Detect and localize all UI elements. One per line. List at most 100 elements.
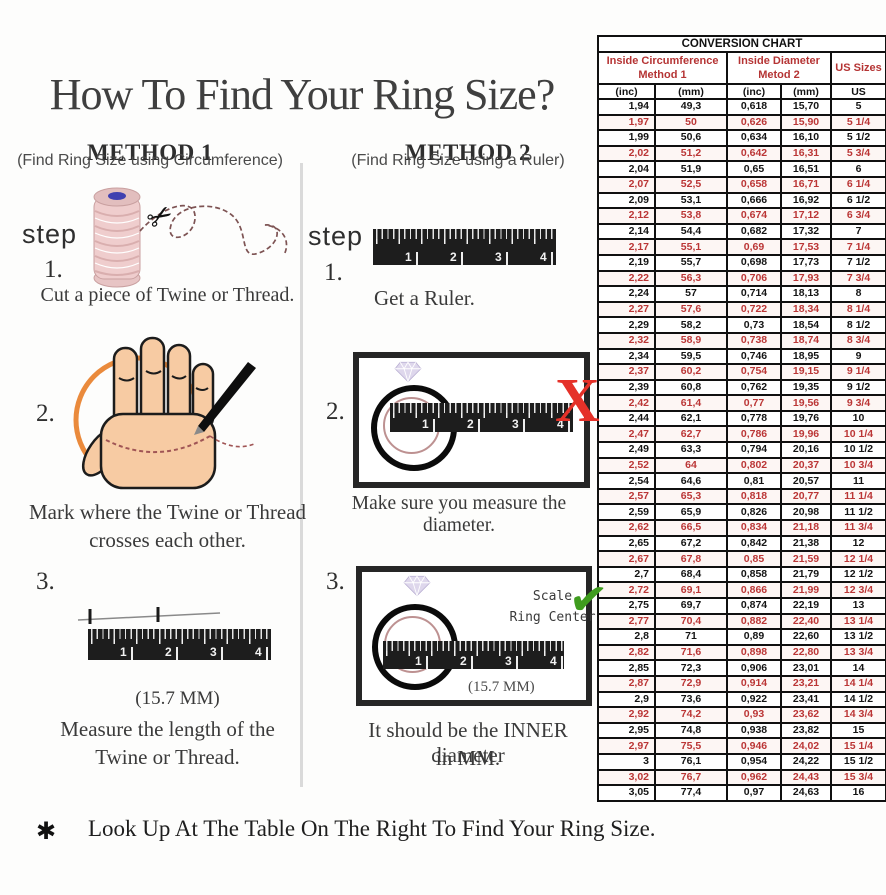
table-cell: 16,51 — [780, 160, 832, 178]
table-cell: 73,6 — [654, 690, 728, 709]
table-cell: 65,3 — [654, 487, 728, 506]
table-cell: 17,32 — [780, 222, 832, 241]
table-cell: 0,882 — [726, 612, 782, 631]
table-row: 2,49 63,3 0,794 20,16 10 1/2 — [597, 441, 886, 459]
ruler-number: 4 — [540, 250, 553, 265]
table-row: 3,02 76,7 0,962 24,43 15 3/4 — [597, 768, 886, 787]
table-row: 2,54 64,6 0,81 20,57 11 — [597, 472, 886, 490]
table-cell: 2,95 — [597, 721, 656, 740]
table-cell: 17,53 — [780, 238, 832, 256]
table-cell: 13 1/4 — [829, 612, 886, 631]
ruler-number: 1 — [120, 645, 133, 660]
table-cell: 2,87 — [597, 674, 656, 693]
table-cell: 14 3/4 — [829, 706, 886, 724]
table-row: 2,39 60,8 0,762 19,35 9 1/2 — [597, 378, 886, 397]
method2-subheading: (Find Ring Size using a Ruler) — [351, 152, 565, 169]
table-cell: 0,754 — [726, 363, 782, 381]
table-cell: 16,71 — [780, 175, 832, 194]
table-cell: 0,794 — [726, 441, 782, 459]
ruler-number: 4 — [255, 645, 268, 660]
table-cell: 8 3/4 — [829, 331, 886, 350]
table-cell: 77,4 — [654, 784, 728, 802]
conversion-table-body: 1,94 49,3 0,618 15,70 5 1,97 50 0,626 15,90 5 1/4… — [597, 98, 886, 802]
table-cell: 60,2 — [654, 363, 728, 381]
table-cell: 22,40 — [780, 612, 832, 631]
conversion-chart: CONVERSION CHART Inside Circumference Me… — [596, 35, 886, 802]
ruler-number: 3 — [512, 417, 525, 432]
table-row: 2,97 75,5 0,946 24,02 15 1/4 — [597, 737, 886, 755]
table-cell: 7 1/2 — [829, 253, 886, 272]
subheader-us: US — [829, 83, 886, 100]
header-line: US Sizes — [835, 61, 882, 74]
table-cell: 0,714 — [726, 285, 782, 303]
table-cell: 1,97 — [597, 113, 656, 132]
table-row: 2,29 58,2 0,73 18,54 8 1/2 — [597, 316, 886, 334]
table-cell: 19,96 — [780, 425, 832, 444]
diamond-icon — [403, 575, 431, 597]
ruler-illustration: 1 2 3 4 — [383, 641, 564, 669]
table-cell: 69,7 — [654, 597, 728, 615]
table-cell: 15,90 — [780, 113, 832, 132]
ruler-illustration: 1 2 3 4 — [373, 229, 556, 265]
table-cell: 0,786 — [726, 425, 782, 444]
table-cell: 23,82 — [780, 721, 832, 740]
table-cell: 74,2 — [654, 706, 728, 724]
table-cell: 12 1/2 — [829, 565, 886, 584]
table-cell: 62,7 — [654, 425, 728, 444]
table-cell: 24,43 — [780, 768, 832, 787]
table-cell: 8 1/4 — [829, 300, 886, 319]
table-cell: 23,01 — [780, 659, 832, 677]
table-cell: 70,4 — [654, 612, 728, 631]
table-cell: 12 1/4 — [829, 550, 886, 568]
table-row: 2,72 69,1 0,866 21,99 12 3/4 — [597, 581, 886, 599]
table-cell: 0,97 — [726, 784, 782, 802]
ruler-number: 2 — [165, 645, 178, 660]
table-cell: 2,49 — [597, 441, 656, 459]
table-cell: 60,8 — [654, 378, 728, 397]
table-row: 1,99 50,6 0,634 16,10 5 1/2 — [597, 129, 886, 147]
table-cell: 5 — [829, 98, 886, 116]
table-cell: 0,922 — [726, 690, 782, 709]
table-cell: 2,47 — [597, 425, 656, 444]
table-cell: 0,954 — [726, 752, 782, 771]
table-row: 3 76,1 0,954 24,22 15 1/2 — [597, 752, 886, 771]
subheader-mm-1: (mm) — [654, 83, 728, 100]
asterisk-icon: ✱ — [36, 818, 57, 845]
table-cell: 13 — [829, 597, 886, 615]
table-row: 2,22 56,3 0,706 17,93 7 3/4 — [597, 269, 886, 288]
method1-step1-caption: Cut a piece of Twine or Thread. — [40, 284, 295, 306]
ruler-illustration: 1 2 3 4 — [88, 629, 271, 660]
table-cell: 7 3/4 — [829, 269, 886, 288]
table-cell: 24,22 — [780, 752, 832, 771]
table-row: 2,67 67,8 0,85 21,59 12 1/4 — [597, 550, 886, 568]
table-cell: 23,41 — [780, 690, 832, 709]
table-cell: 0,85 — [726, 550, 782, 568]
table-cell: 0,69 — [726, 238, 782, 256]
table-cell: 13 3/4 — [829, 643, 886, 662]
table-row: 2,12 53,8 0,674 17,12 6 3/4 — [597, 207, 886, 225]
table-cell: 9 3/4 — [829, 394, 886, 412]
table-cell: 1,94 — [597, 98, 656, 116]
table-cell: 0,674 — [726, 207, 782, 225]
ruler-number: 1 — [422, 417, 435, 432]
table-cell: 0,65 — [726, 160, 782, 178]
table-cell: 2,67 — [597, 550, 656, 568]
table-cell: 20,77 — [780, 487, 832, 506]
table-cell: 76,7 — [654, 768, 728, 787]
table-row: 2,42 61,4 0,77 19,56 9 3/4 — [597, 394, 886, 412]
table-cell: 20,16 — [780, 441, 832, 459]
table-cell: 10 3/4 — [829, 456, 886, 475]
table-cell: 75,5 — [654, 737, 728, 755]
table-cell: 16,92 — [780, 191, 832, 210]
twine-spool-illustration: ✂ — [93, 187, 288, 288]
table-cell: 61,4 — [654, 394, 728, 412]
method1-heading: METHOD 1 — [86, 140, 214, 166]
table-cell: 54,4 — [654, 222, 728, 241]
table-cell: 19,35 — [780, 378, 832, 397]
table-row: 2,32 58,9 0,738 18,74 8 3/4 — [597, 331, 886, 350]
table-cell: 66,5 — [654, 519, 728, 537]
table-cell: 16,31 — [780, 144, 832, 163]
diamond-icon — [394, 361, 422, 383]
table-cell: 23,21 — [780, 674, 832, 693]
ruler-number: 1 — [415, 654, 428, 669]
